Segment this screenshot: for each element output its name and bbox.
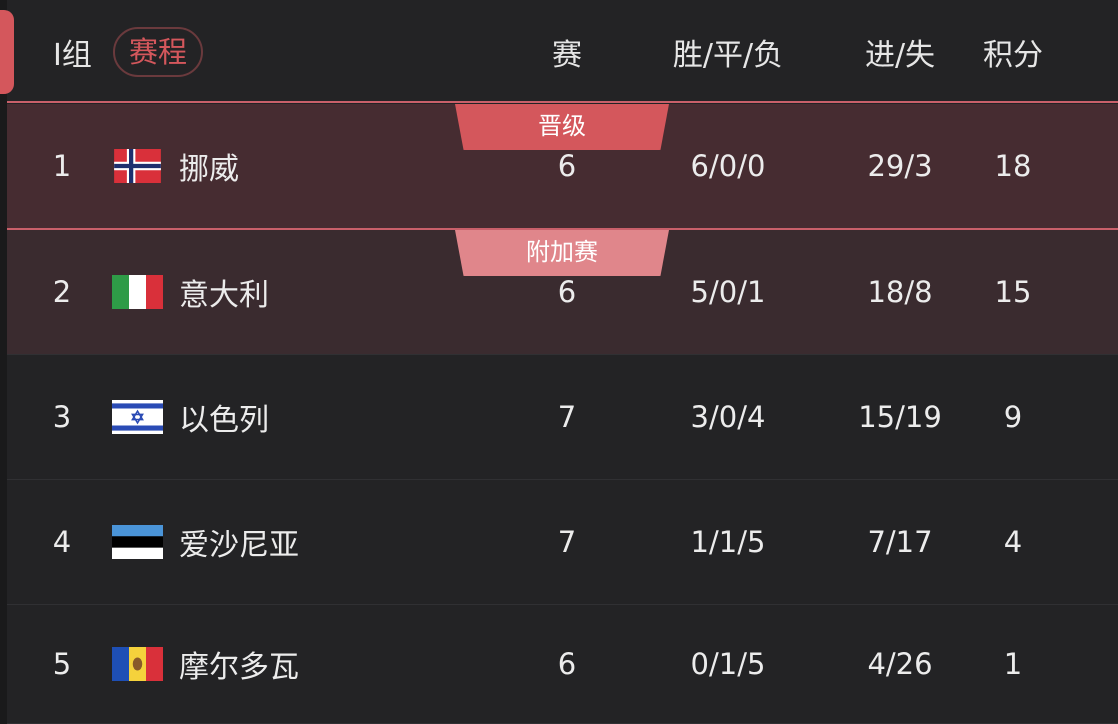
side-tab-indicator[interactable] (0, 10, 14, 94)
wdl: 0/1/5 (690, 647, 766, 681)
points: 1 (1003, 647, 1023, 681)
played: 7 (557, 525, 577, 559)
italy-flag-icon (112, 275, 163, 309)
israel-flag-icon (112, 400, 163, 434)
goals: 18/8 (867, 275, 933, 309)
schedule-button[interactable]: 赛程 (113, 27, 204, 77)
played: 6 (557, 149, 577, 183)
rank: 1 (52, 149, 72, 183)
col-goals: 进/失 (864, 38, 936, 73)
rank: 5 (52, 647, 72, 681)
estonia-flag-icon (112, 525, 163, 559)
norway-flag-icon (112, 149, 163, 183)
qualify-badge: 晋级 (455, 104, 669, 150)
played: 6 (557, 647, 577, 681)
goals: 15/19 (858, 400, 942, 434)
rank: 3 (52, 400, 72, 434)
team-name[interactable]: 爱沙尼亚 (179, 528, 299, 563)
col-points: 积分 (983, 38, 1043, 73)
goals: 29/3 (867, 149, 933, 183)
points: 18 (994, 149, 1032, 183)
group-title: I组 (53, 38, 92, 73)
moldova-flag-icon (112, 647, 163, 681)
team-name[interactable]: 以色列 (179, 403, 269, 438)
points: 9 (1003, 400, 1023, 434)
rank: 2 (52, 275, 72, 309)
wdl: 5/0/1 (690, 275, 766, 309)
col-played: 赛 (552, 38, 582, 73)
table-row[interactable]: 晋级 1 挪威 6 6/0/0 29/3 18 (7, 104, 1118, 230)
team-name[interactable]: 挪威 (179, 152, 239, 187)
played: 6 (557, 275, 577, 309)
points: 4 (1003, 525, 1023, 559)
team-name[interactable]: 意大利 (179, 278, 269, 313)
left-edge (0, 0, 7, 724)
wdl: 6/0/0 (690, 149, 766, 183)
points: 15 (994, 275, 1032, 309)
table-row[interactable]: 3 以色列 7 3/0/4 15/19 9 (7, 355, 1118, 480)
playoff-badge: 附加赛 (455, 230, 669, 276)
table-row[interactable]: 5 摩尔多瓦 6 0/1/5 4/26 1 (7, 605, 1118, 724)
col-wdl: 胜/平/负 (672, 38, 784, 73)
played: 7 (557, 400, 577, 434)
goals: 4/26 (867, 647, 933, 681)
table-header: I组 赛程 赛 胜/平/负 进/失 积分 (7, 0, 1118, 103)
rank: 4 (52, 525, 72, 559)
table-row[interactable]: 4 爱沙尼亚 7 1/1/5 7/17 4 (7, 480, 1118, 605)
goals: 7/17 (867, 525, 933, 559)
wdl: 3/0/4 (690, 400, 766, 434)
wdl: 1/1/5 (690, 525, 766, 559)
table-row[interactable]: 附加赛 2 意大利 6 5/0/1 18/8 15 (7, 230, 1118, 355)
team-name[interactable]: 摩尔多瓦 (179, 650, 299, 685)
